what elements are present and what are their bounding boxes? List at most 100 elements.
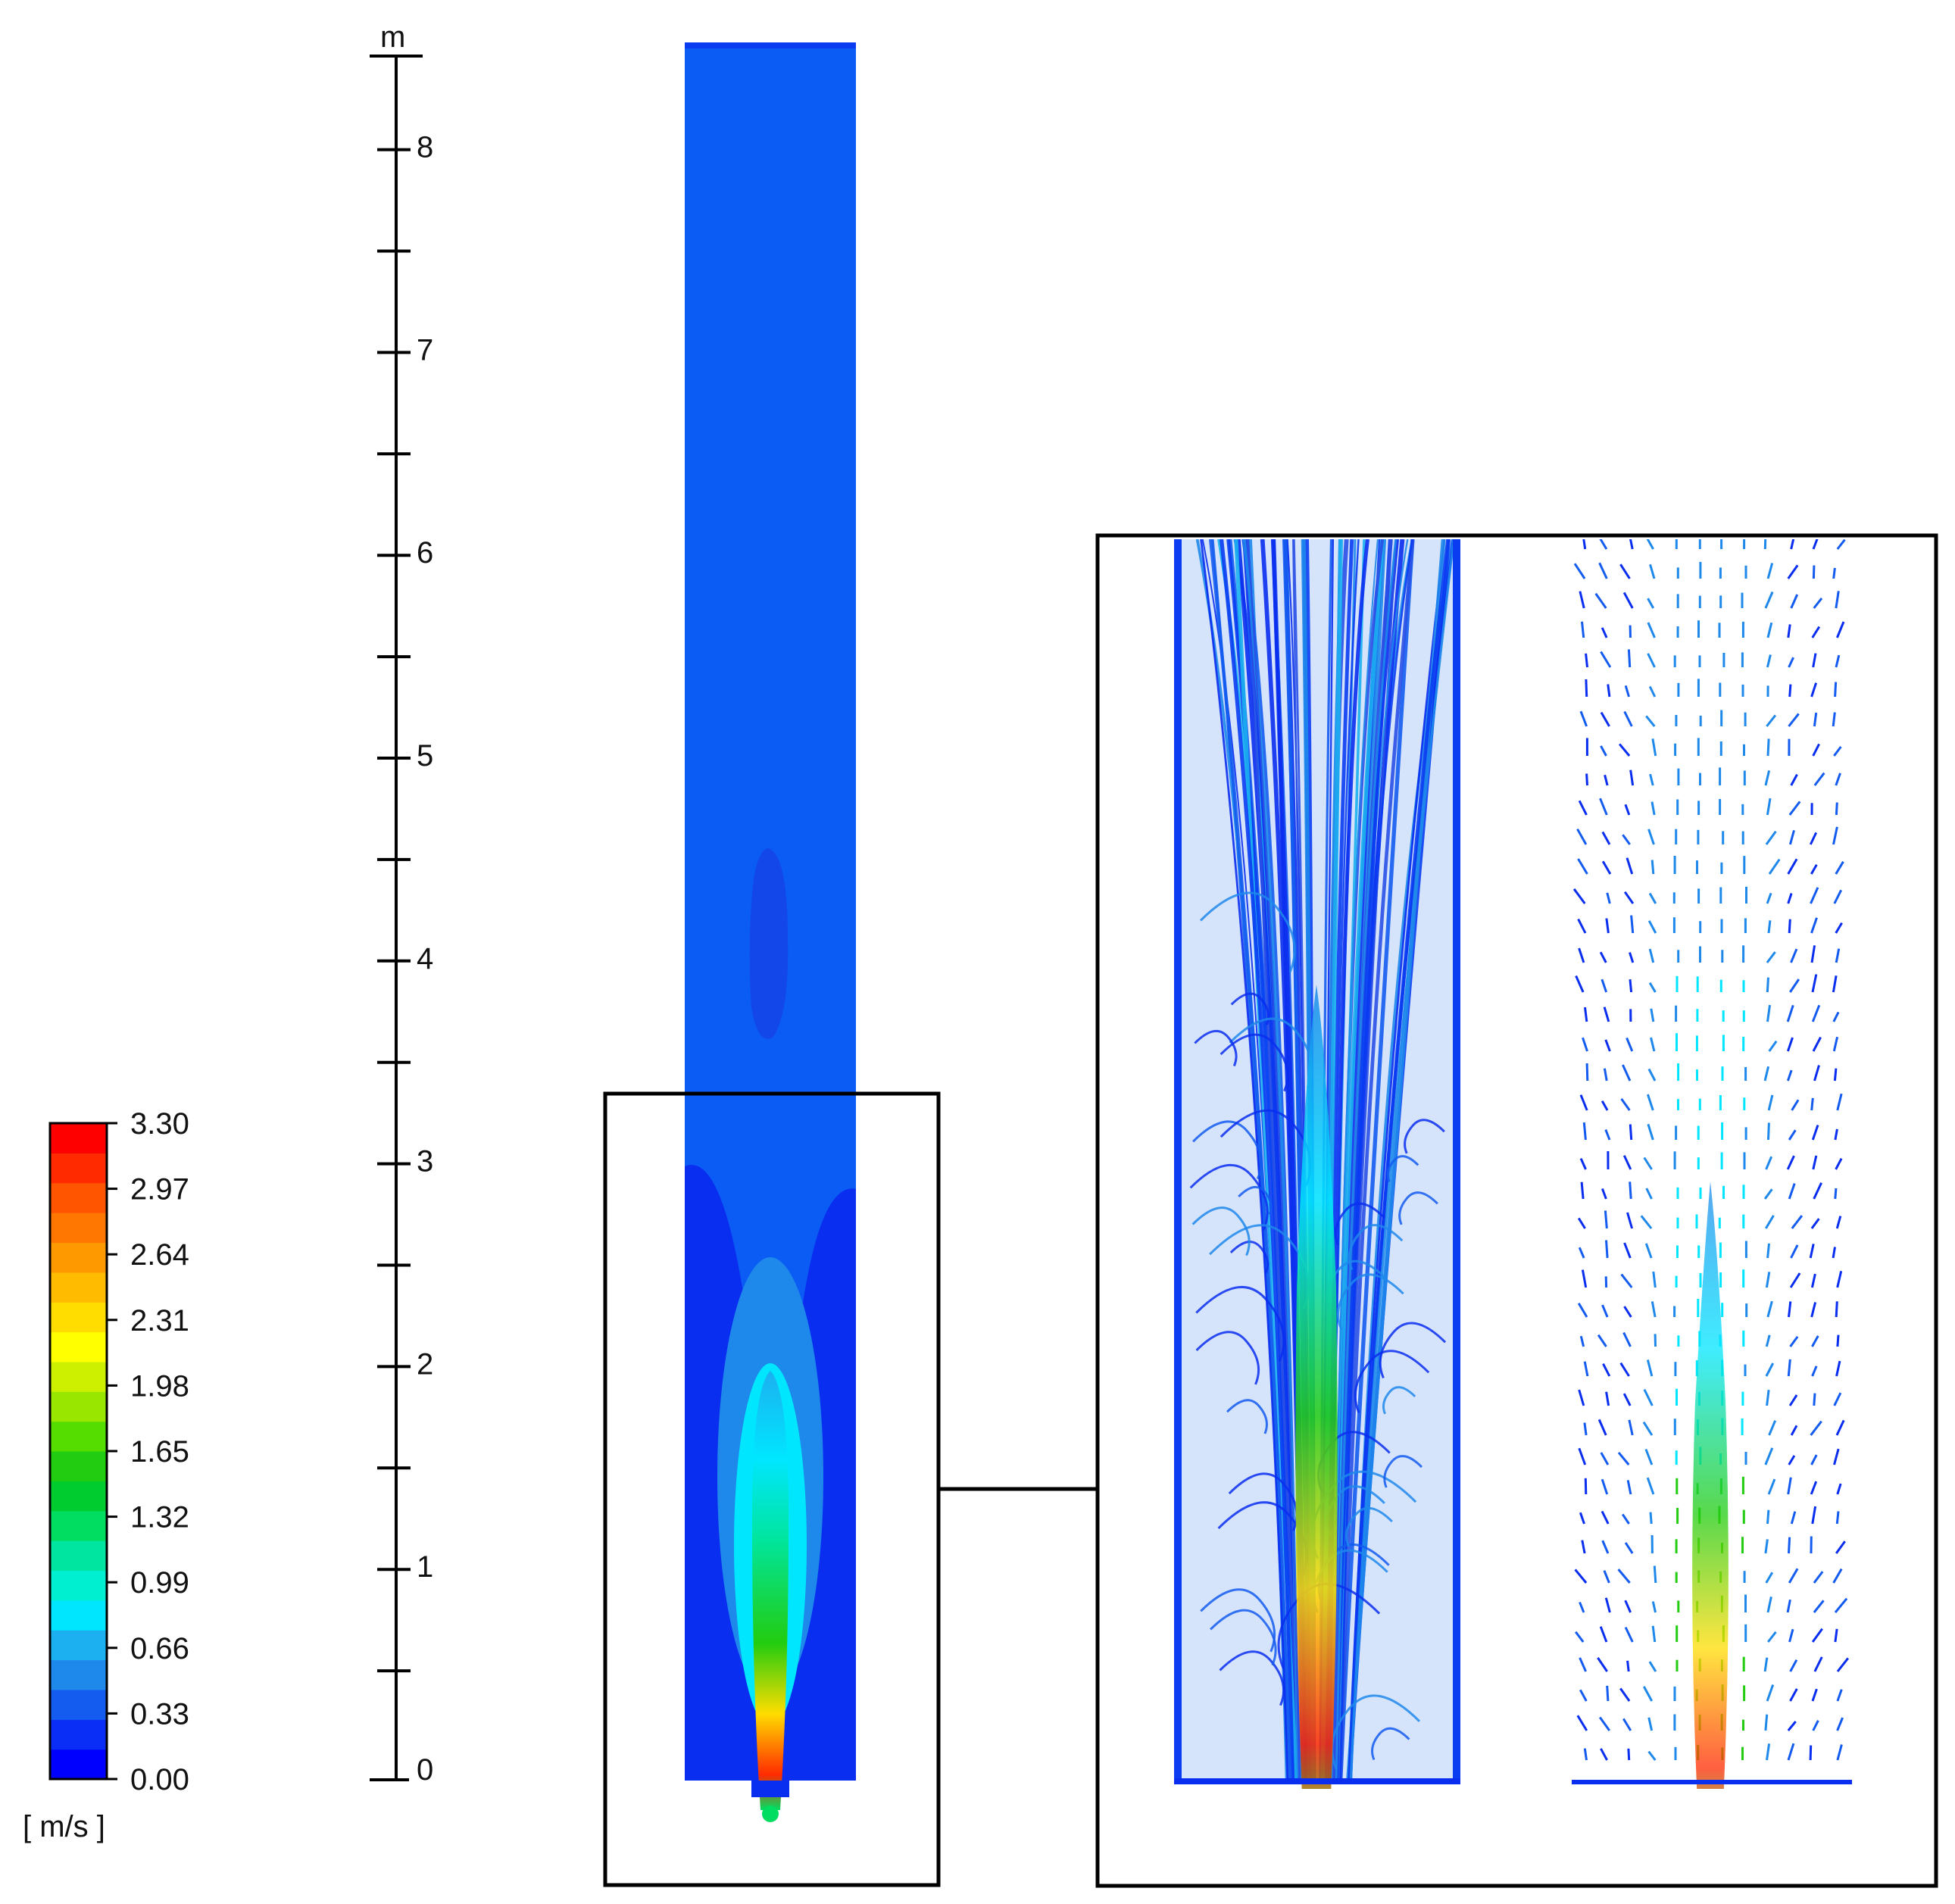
velocity-vector: [1786, 1037, 1794, 1052]
velocity-vector: [1598, 562, 1608, 579]
velocity-vector: [1605, 1391, 1610, 1406]
velocity-vector: [1789, 1272, 1801, 1288]
velocity-vector: [1788, 801, 1801, 816]
velocity-vector: [1810, 887, 1819, 904]
legend-band: [50, 1719, 107, 1750]
velocity-vector: [1788, 830, 1795, 845]
velocity-vector: [1624, 1600, 1632, 1613]
streamline: [1335, 539, 1398, 1782]
recirculation-streamline: [1219, 1650, 1285, 1706]
velocity-vector: [1791, 1099, 1800, 1111]
scale-tick-label: 1: [417, 1550, 433, 1584]
legend-level-label: 0.33: [130, 1697, 189, 1731]
velocity-vector: [1583, 1422, 1588, 1436]
velocity-vector: [1623, 710, 1633, 727]
recirculation-streamline: [1379, 1322, 1447, 1379]
velocity-vector: [1605, 918, 1610, 934]
velocity-vector: [1648, 892, 1657, 904]
legend-band: [50, 1302, 107, 1333]
velocity-vector: [1622, 591, 1634, 609]
vector-panel: [1572, 539, 1852, 1789]
velocity-vector: [1585, 679, 1588, 698]
velocity-vector: [1809, 1745, 1813, 1761]
velocity-vector: [1763, 1657, 1769, 1672]
velocity-vector: [1604, 1210, 1608, 1229]
velocity-vector: [1788, 1129, 1797, 1141]
legend-band: [50, 1213, 107, 1244]
velocity-vector: [1834, 682, 1838, 698]
recirculation-streamline: [1195, 1331, 1260, 1385]
recirculation-streamline: [1192, 1120, 1263, 1180]
velocity-vector: [1622, 1155, 1632, 1170]
velocity-vector: [1787, 1477, 1792, 1495]
velocity-vector: [1601, 831, 1611, 845]
velocity-vector: [1835, 1360, 1841, 1377]
velocity-vector: [1583, 1748, 1588, 1761]
velocity-vector: [1601, 1100, 1609, 1111]
velocity-vector: [1581, 1269, 1588, 1288]
velocity-vector: [1832, 1036, 1839, 1052]
velocity-vector: [1833, 1068, 1838, 1082]
velocity-vector: [1834, 1188, 1838, 1200]
velocity-vector: [1599, 539, 1608, 550]
zoom-detail-frame: [1095, 533, 1938, 1888]
velocity-vector: [1766, 977, 1769, 993]
recirculation-streamline: [1194, 1029, 1238, 1067]
legend-band: [50, 1510, 107, 1541]
velocity-vector: [1833, 889, 1843, 904]
velocity-vector: [1810, 917, 1818, 934]
scale-tick-label: 2: [417, 1347, 433, 1381]
velocity-vector: [1810, 1273, 1816, 1288]
velocity-vector: [1578, 1247, 1585, 1259]
velocity-vector: [1647, 1717, 1654, 1731]
velocity-vector: [1812, 1720, 1819, 1731]
legend-band: [50, 1391, 107, 1422]
velocity-vector: [1601, 860, 1612, 875]
velocity-vector: [1786, 1599, 1791, 1613]
velocity-vector: [1648, 685, 1657, 698]
velocity-vector: [1790, 1511, 1797, 1525]
velocity-vector: [1597, 1334, 1607, 1347]
legend-band: [50, 1600, 107, 1631]
velocity-vector: [1790, 948, 1798, 963]
velocity-vector: [1648, 1661, 1657, 1672]
velocity-vector: [1572, 888, 1586, 904]
scale-tick-label: 7: [417, 333, 433, 367]
velocity-vector: [1836, 1717, 1844, 1731]
scale-tick-label: 3: [417, 1145, 433, 1178]
velocity-vector: [1835, 1216, 1842, 1229]
velocity-vector: [1579, 1689, 1588, 1702]
recirculation-streamline: [1382, 1386, 1416, 1415]
streamline: [1338, 539, 1415, 1782]
velocity-vector: [1763, 1188, 1773, 1200]
recirculation-streamline: [1398, 1191, 1438, 1225]
velocity-vector: [1836, 1657, 1849, 1672]
velocity-vector: [1810, 864, 1818, 875]
velocity-vector: [1594, 592, 1607, 609]
velocity-vector: [1835, 1301, 1838, 1318]
velocity-vector: [1626, 1660, 1630, 1672]
velocity-vector: [1603, 1570, 1610, 1584]
velocity-vector: [1813, 1656, 1823, 1672]
velocity-vector: [1812, 539, 1819, 550]
velocity-vector: [1765, 1572, 1774, 1584]
velocity-vector: [1575, 1631, 1585, 1643]
velocity-vector: [1602, 1363, 1611, 1377]
velocity-vector: [1833, 746, 1842, 757]
recirculation-streamline: [1371, 1727, 1410, 1761]
velocity-vector: [1787, 1359, 1791, 1377]
velocity-vector: [1788, 1183, 1796, 1200]
velocity-vector: [1813, 1393, 1816, 1406]
velocity-vector: [1788, 1537, 1791, 1554]
velocity-vector: [1788, 684, 1792, 698]
recirculation-patch: [749, 848, 789, 1039]
legend-band: [50, 1272, 107, 1303]
velocity-vector: [1601, 1304, 1609, 1318]
velocity-vector: [1601, 1540, 1610, 1554]
velocity-vector: [1764, 1539, 1769, 1554]
velocity-vector: [1832, 567, 1836, 579]
velocity-vector: [1645, 715, 1656, 727]
velocity-vector: [1812, 565, 1816, 579]
recirculation-streamline: [1210, 1609, 1277, 1666]
